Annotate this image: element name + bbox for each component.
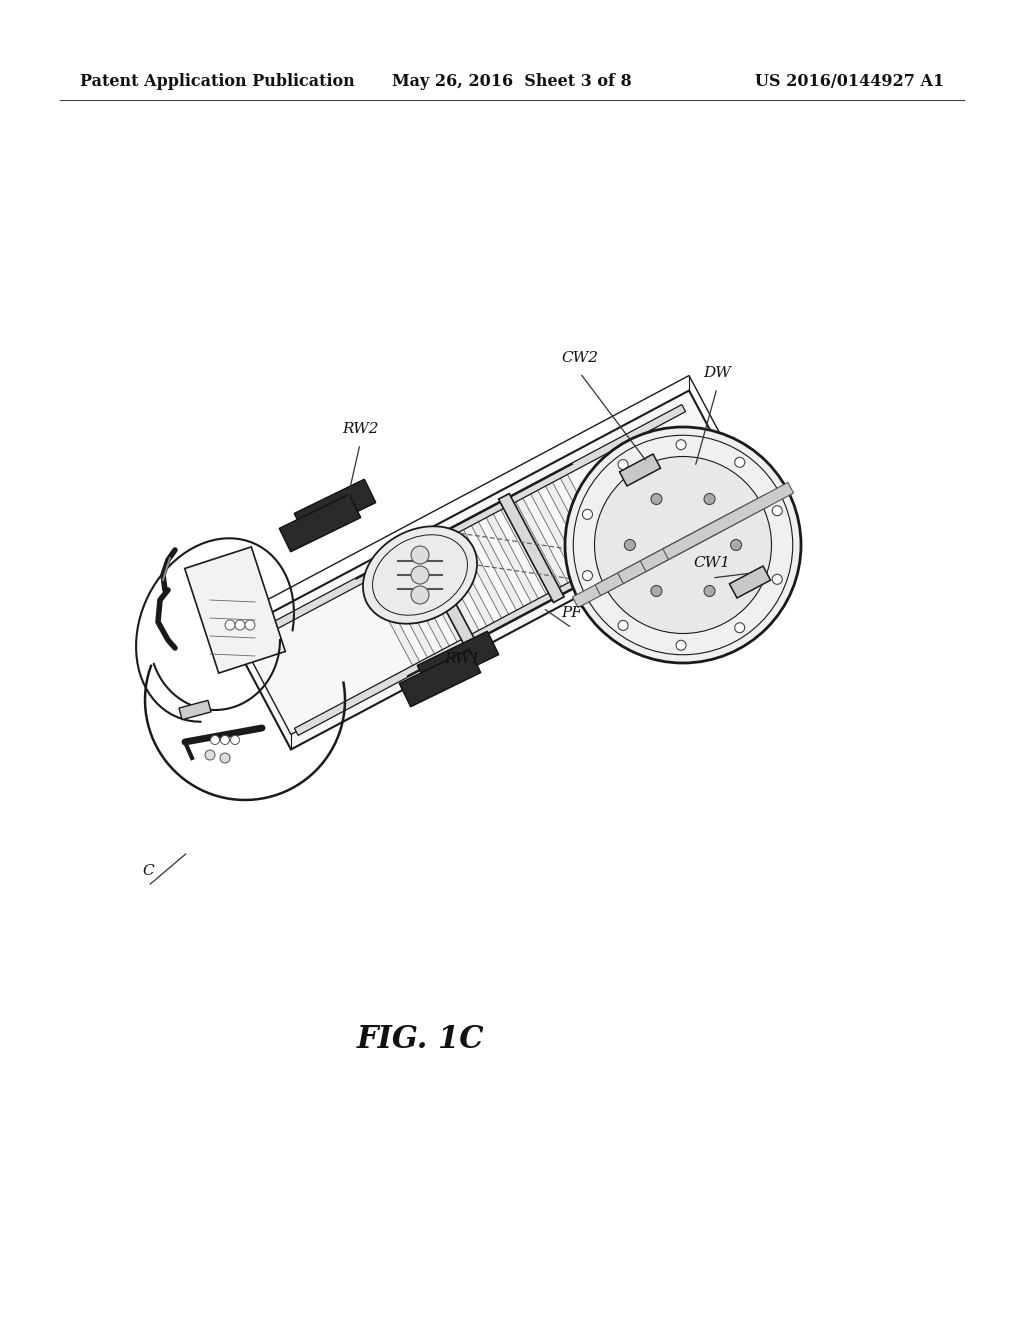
Text: PF: PF — [561, 606, 583, 620]
Polygon shape — [412, 540, 477, 649]
Polygon shape — [527, 484, 586, 585]
Polygon shape — [620, 454, 660, 486]
Polygon shape — [295, 496, 734, 735]
Polygon shape — [512, 492, 571, 593]
Polygon shape — [424, 539, 482, 640]
Polygon shape — [379, 562, 438, 664]
Circle shape — [211, 735, 219, 744]
Circle shape — [625, 540, 636, 550]
Circle shape — [245, 620, 255, 630]
Text: CW1: CW1 — [693, 556, 730, 570]
Circle shape — [595, 457, 771, 634]
Text: RW2: RW2 — [342, 422, 378, 436]
Circle shape — [220, 752, 230, 763]
Circle shape — [618, 459, 628, 470]
Polygon shape — [468, 515, 527, 616]
Polygon shape — [595, 519, 726, 595]
Circle shape — [772, 506, 782, 516]
Polygon shape — [542, 477, 601, 577]
Polygon shape — [438, 531, 498, 632]
Polygon shape — [409, 546, 468, 648]
Text: DW: DW — [703, 366, 731, 380]
Circle shape — [220, 735, 229, 744]
Text: CW2: CW2 — [561, 351, 598, 366]
Circle shape — [772, 574, 782, 585]
Polygon shape — [246, 405, 685, 644]
Polygon shape — [498, 500, 557, 601]
Ellipse shape — [362, 527, 477, 624]
Polygon shape — [399, 649, 480, 706]
Circle shape — [676, 640, 686, 651]
Polygon shape — [365, 570, 423, 672]
Circle shape — [225, 620, 234, 630]
Text: FIG. 1C: FIG. 1C — [356, 1024, 483, 1056]
Polygon shape — [280, 494, 360, 552]
Circle shape — [565, 426, 801, 663]
Polygon shape — [499, 494, 564, 602]
Polygon shape — [663, 482, 794, 560]
Circle shape — [205, 750, 215, 760]
Text: RW1: RW1 — [443, 652, 480, 667]
Circle shape — [234, 620, 245, 630]
Polygon shape — [417, 631, 499, 689]
Polygon shape — [729, 566, 770, 598]
Circle shape — [676, 440, 686, 450]
Polygon shape — [394, 554, 453, 656]
Circle shape — [651, 494, 662, 504]
Polygon shape — [640, 495, 771, 572]
Polygon shape — [230, 391, 751, 750]
Circle shape — [583, 510, 593, 519]
Circle shape — [705, 494, 715, 504]
Circle shape — [230, 735, 240, 744]
Polygon shape — [179, 701, 211, 719]
Circle shape — [583, 570, 593, 581]
Text: C: C — [142, 865, 154, 878]
Text: May 26, 2016  Sheet 3 of 8: May 26, 2016 Sheet 3 of 8 — [392, 74, 632, 91]
Circle shape — [411, 566, 429, 583]
Circle shape — [705, 586, 715, 597]
Polygon shape — [184, 546, 286, 673]
Circle shape — [411, 586, 429, 605]
Circle shape — [735, 623, 744, 632]
Polygon shape — [557, 469, 615, 569]
Polygon shape — [617, 507, 749, 583]
Circle shape — [651, 586, 662, 597]
Circle shape — [730, 540, 741, 550]
Polygon shape — [572, 531, 703, 607]
Circle shape — [618, 620, 628, 631]
Polygon shape — [453, 523, 512, 624]
Circle shape — [411, 546, 429, 564]
Text: Patent Application Publication: Patent Application Publication — [80, 74, 354, 91]
Polygon shape — [294, 479, 376, 537]
Circle shape — [735, 457, 744, 467]
Text: US 2016/0144927 A1: US 2016/0144927 A1 — [755, 74, 944, 91]
Polygon shape — [482, 507, 542, 609]
